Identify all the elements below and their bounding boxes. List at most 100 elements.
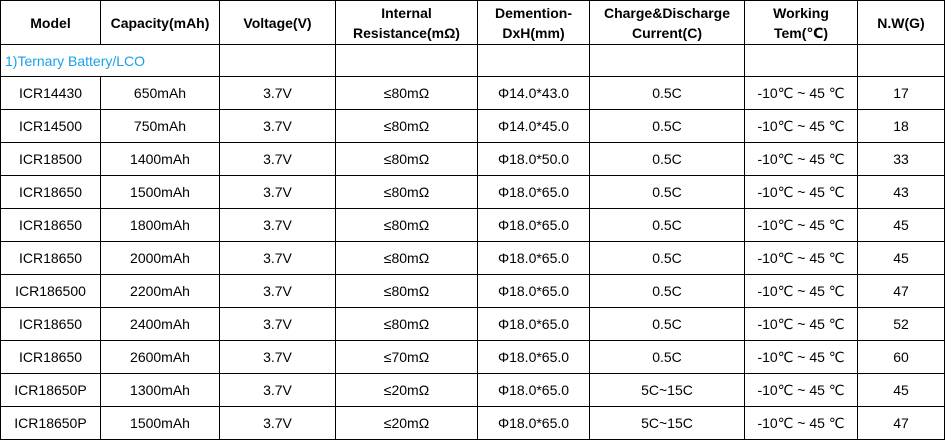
table-row: ICR18650 2600mAh 3.7V ≤70mΩ Φ18.0*65.0 0.5C -1… <box>0 340 945 374</box>
cell-net-weight: 17 <box>857 76 945 110</box>
cell-voltage: 3.7V <box>219 406 336 440</box>
cell-model: ICR14500 <box>0 109 101 143</box>
header-row: Model Capacity(mAh) Voltage(V) Internal … <box>0 0 945 45</box>
cell-dimension: Φ14.0*43.0 <box>477 76 590 110</box>
cell-voltage: 3.7V <box>219 241 336 275</box>
cell-net-weight: 60 <box>857 340 945 374</box>
header-working-temp: Working Tem(℃) <box>744 0 858 45</box>
cell-voltage: 3.7V <box>219 307 336 341</box>
cell-working-temp: -10℃ ~ 45 ℃ <box>744 274 858 308</box>
cell-internal-resistance: ≤80mΩ <box>335 109 478 143</box>
table-row: ICR18650 1500mAh 3.7V ≤80mΩ Φ18.0*65.0 0.5C -1… <box>0 175 945 209</box>
cell-net-weight: 43 <box>857 175 945 209</box>
cell-net-weight: 33 <box>857 142 945 176</box>
cell-net-weight: 45 <box>857 373 945 407</box>
cell-voltage: 3.7V <box>219 109 336 143</box>
table-row: ICR14430 650mAh 3.7V ≤80mΩ Φ14.0*43.0 0.5C -10… <box>0 76 945 110</box>
cell-working-temp: -10℃ ~ 45 ℃ <box>744 373 858 407</box>
cell-model: ICR18650 <box>0 208 101 242</box>
cell-dimension: Φ18.0*65.0 <box>477 406 590 440</box>
cell-capacity: 1500mAh <box>100 406 220 440</box>
cell-working-temp: -10℃ ~ 45 ℃ <box>744 142 858 176</box>
cell-capacity: 1500mAh <box>100 175 220 209</box>
cell-capacity: 2400mAh <box>100 307 220 341</box>
table-row: ICR18650 2400mAh 3.7V ≤80mΩ Φ18.0*65.0 0.5C -1… <box>0 307 945 341</box>
cell-net-weight: 18 <box>857 109 945 143</box>
cell-capacity: 1300mAh <box>100 373 220 407</box>
cell-model: ICR186500 <box>0 274 101 308</box>
cell-dimension: Φ18.0*50.0 <box>477 142 590 176</box>
cell-current: 5C~15C <box>589 406 745 440</box>
table-header: Model Capacity(mAh) Voltage(V) Internal … <box>0 0 945 45</box>
cell-internal-resistance: ≤80mΩ <box>335 208 478 242</box>
cell-internal-resistance: ≤80mΩ <box>335 175 478 209</box>
cell-dimension: Φ18.0*65.0 <box>477 274 590 308</box>
section-empty-cell <box>219 44 336 77</box>
cell-net-weight: 45 <box>857 208 945 242</box>
cell-internal-resistance: ≤80mΩ <box>335 76 478 110</box>
cell-model: ICR18650 <box>0 307 101 341</box>
cell-working-temp: -10℃ ~ 45 ℃ <box>744 307 858 341</box>
cell-model: ICR18650P <box>0 406 101 440</box>
header-voltage: Voltage(V) <box>219 0 336 45</box>
cell-current: 0.5C <box>589 208 745 242</box>
cell-net-weight: 47 <box>857 274 945 308</box>
cell-current: 0.5C <box>589 274 745 308</box>
cell-capacity: 2600mAh <box>100 340 220 374</box>
cell-current: 5C~15C <box>589 373 745 407</box>
cell-model: ICR18500 <box>0 142 101 176</box>
cell-voltage: 3.7V <box>219 76 336 110</box>
cell-dimension: Φ18.0*65.0 <box>477 175 590 209</box>
section-empty-cell <box>335 44 478 77</box>
cell-internal-resistance: ≤20mΩ <box>335 373 478 407</box>
cell-model: ICR18650 <box>0 340 101 374</box>
section-empty-cell <box>744 44 858 77</box>
header-model: Model <box>0 0 101 45</box>
cell-capacity: 2000mAh <box>100 241 220 275</box>
table-row: ICR18650P 1500mAh 3.7V ≤20mΩ Φ18.0*65.0 5C~15… <box>0 406 945 440</box>
cell-net-weight: 45 <box>857 241 945 275</box>
section-empty-cell <box>477 44 590 77</box>
cell-voltage: 3.7V <box>219 340 336 374</box>
header-net-weight: N.W(G) <box>857 0 945 45</box>
cell-current: 0.5C <box>589 340 745 374</box>
cell-current: 0.5C <box>589 142 745 176</box>
cell-dimension: Φ14.0*45.0 <box>477 109 590 143</box>
cell-net-weight: 52 <box>857 307 945 341</box>
cell-net-weight: 47 <box>857 406 945 440</box>
section-empty-cell <box>589 44 745 77</box>
cell-voltage: 3.7V <box>219 274 336 308</box>
cell-dimension: Φ18.0*65.0 <box>477 208 590 242</box>
cell-current: 0.5C <box>589 241 745 275</box>
cell-working-temp: -10℃ ~ 45 ℃ <box>744 208 858 242</box>
cell-voltage: 3.7V <box>219 142 336 176</box>
cell-internal-resistance: ≤20mΩ <box>335 406 478 440</box>
cell-model: ICR18650P <box>0 373 101 407</box>
cell-working-temp: -10℃ ~ 45 ℃ <box>744 340 858 374</box>
cell-internal-resistance: ≤80mΩ <box>335 307 478 341</box>
cell-internal-resistance: ≤80mΩ <box>335 142 478 176</box>
cell-voltage: 3.7V <box>219 373 336 407</box>
cell-working-temp: -10℃ ~ 45 ℃ <box>744 406 858 440</box>
cell-voltage: 3.7V <box>219 175 336 209</box>
cell-internal-resistance: ≤80mΩ <box>335 241 478 275</box>
header-internal-resistance: Internal Resistance(mΩ) <box>335 0 478 45</box>
cell-dimension: Φ18.0*65.0 <box>477 373 590 407</box>
cell-capacity: 1400mAh <box>100 142 220 176</box>
cell-working-temp: -10℃ ~ 45 ℃ <box>744 109 858 143</box>
cell-current: 0.5C <box>589 307 745 341</box>
header-capacity: Capacity(mAh) <box>100 0 220 45</box>
cell-dimension: Φ18.0*65.0 <box>477 307 590 341</box>
cell-working-temp: -10℃ ~ 45 ℃ <box>744 76 858 110</box>
cell-dimension: Φ18.0*65.0 <box>477 340 590 374</box>
cell-current: 0.5C <box>589 175 745 209</box>
cell-working-temp: -10℃ ~ 45 ℃ <box>744 175 858 209</box>
table-row: ICR18500 1400mAh 3.7V ≤80mΩ Φ18.0*50.0 0.5C -1… <box>0 142 945 176</box>
section-label: 1)Ternary Battery/LCO <box>0 44 220 77</box>
table-row: ICR18650P 1300mAh 3.7V ≤20mΩ Φ18.0*65.0 5C~15… <box>0 373 945 407</box>
cell-model: ICR14430 <box>0 76 101 110</box>
cell-voltage: 3.7V <box>219 208 336 242</box>
table-row: ICR14500 750mAh 3.7V ≤80mΩ Φ14.0*45.0 0.5C -10… <box>0 109 945 143</box>
table-body: 1)Ternary Battery/LCO ICR14430 650mAh 3.7V… <box>0 44 945 440</box>
